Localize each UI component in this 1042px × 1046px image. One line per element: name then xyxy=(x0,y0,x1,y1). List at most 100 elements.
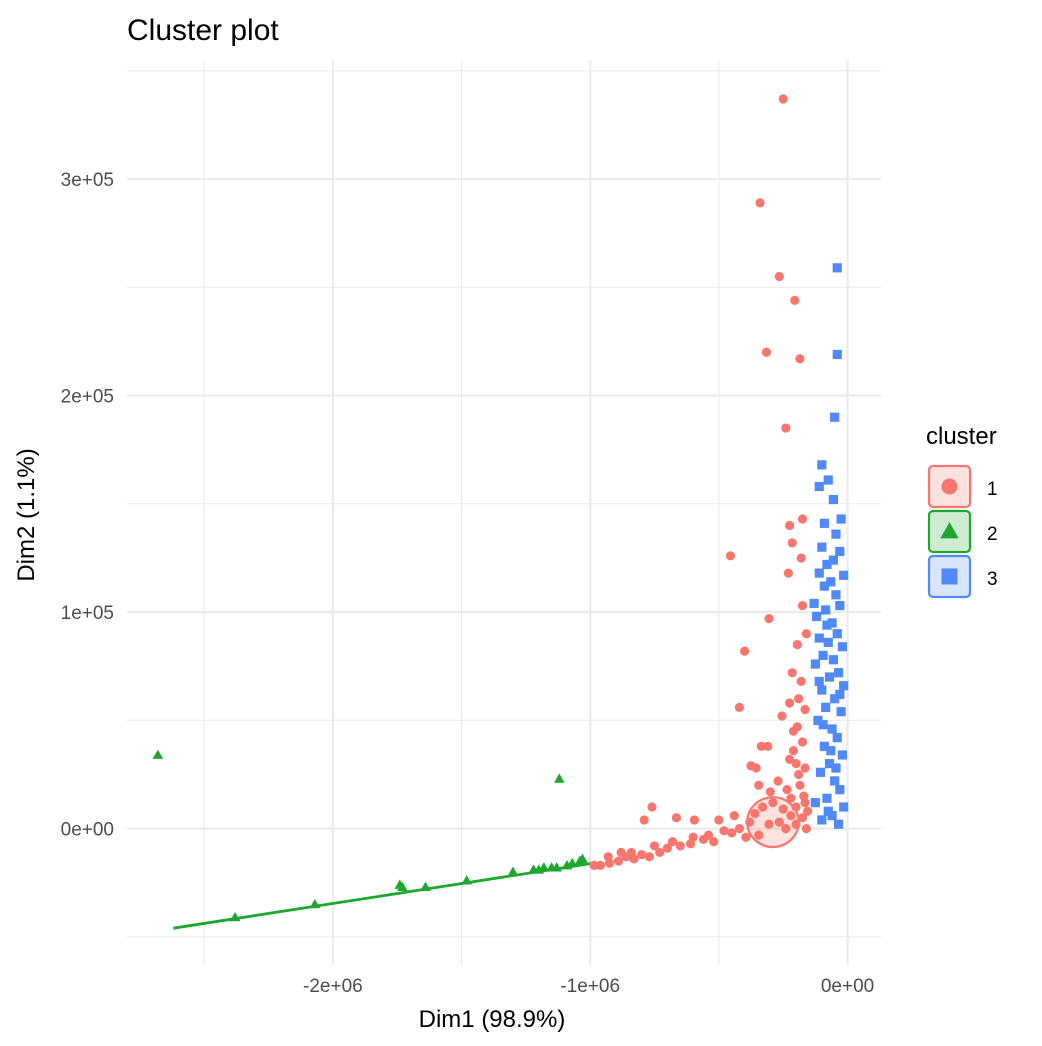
point-cluster-1 xyxy=(791,759,801,769)
legend-item-3: 3 xyxy=(927,554,998,599)
x-tick-label: 0e+00 xyxy=(821,976,874,997)
point-cluster-1 xyxy=(794,769,804,780)
point-cluster-3 xyxy=(821,702,831,712)
point-cluster-1 xyxy=(709,836,719,847)
y-tick-label: 2e+05 xyxy=(61,387,114,408)
point-cluster-3 xyxy=(837,750,847,760)
point-cluster-3 xyxy=(814,568,824,578)
point-cluster-1 xyxy=(800,763,810,773)
point-cluster-1 xyxy=(781,824,791,834)
point-cluster-1 xyxy=(725,551,736,561)
point-cluster-3 xyxy=(831,529,841,539)
point-cluster-3 xyxy=(817,460,827,470)
point-cluster-1 xyxy=(764,613,774,624)
point-cluster-3 xyxy=(819,741,829,751)
point-cluster-3 xyxy=(830,412,840,422)
point-cluster-3 xyxy=(839,681,849,691)
cluster-2-line xyxy=(173,861,593,930)
point-cluster-3 xyxy=(814,481,824,492)
point-cluster-3 xyxy=(819,581,829,591)
point-cluster-1 xyxy=(801,824,811,834)
legend: cluster 1 2 3 xyxy=(926,423,998,599)
point-cluster-1 xyxy=(719,826,729,836)
point-cluster-1 xyxy=(667,836,678,847)
point-cluster-1 xyxy=(795,354,805,364)
legend-symbol-3 xyxy=(941,568,958,585)
point-cluster-3 xyxy=(824,759,835,769)
point-cluster-1 xyxy=(589,860,599,871)
point-cluster-1 xyxy=(774,271,784,282)
point-cluster-3 xyxy=(814,633,824,643)
point-cluster-3 xyxy=(832,263,842,273)
point-cluster-1 xyxy=(655,847,665,858)
point-cluster-1 xyxy=(758,802,768,812)
point-cluster-3 xyxy=(822,559,832,570)
point-cluster-1 xyxy=(788,746,799,756)
point-cluster-1 xyxy=(787,668,797,678)
point-cluster-1 xyxy=(662,843,673,853)
point-cluster-3 xyxy=(817,815,827,825)
point-cluster-3 xyxy=(832,629,842,639)
point-cluster-2 xyxy=(420,881,431,891)
point-cluster-3 xyxy=(824,672,835,682)
point-cluster-1 xyxy=(754,830,764,840)
point-cluster-1 xyxy=(785,698,795,708)
point-cluster-3 xyxy=(831,590,841,600)
point-cluster-1 xyxy=(797,514,808,524)
point-cluster-1 xyxy=(801,629,811,639)
point-cluster-3 xyxy=(828,555,838,565)
point-cluster-2 xyxy=(566,857,578,868)
point-cluster-2 xyxy=(551,862,563,872)
point-cluster-3 xyxy=(823,806,833,816)
point-cluster-1 xyxy=(796,553,806,563)
point-cluster-3 xyxy=(818,720,828,730)
point-cluster-1 xyxy=(740,646,750,656)
point-cluster-1 xyxy=(797,813,808,823)
point-cluster-1 xyxy=(675,841,685,851)
point-cluster-2 xyxy=(397,881,408,891)
point-cluster-1 xyxy=(785,754,795,764)
grid-lines xyxy=(127,60,881,965)
point-cluster-3 xyxy=(815,767,826,777)
legend-label: 2 xyxy=(987,524,998,545)
point-cluster-3 xyxy=(817,542,827,552)
point-cluster-3 xyxy=(827,724,837,734)
point-cluster-1 xyxy=(649,841,660,851)
point-cluster-3 xyxy=(813,715,823,725)
point-cluster-1 xyxy=(796,676,806,686)
point-cluster-2 xyxy=(554,773,565,783)
point-cluster-1 xyxy=(773,776,783,786)
point-cluster-1 xyxy=(763,741,773,751)
series-cluster-3 xyxy=(809,263,849,829)
point-cluster-1 xyxy=(791,802,801,812)
point-cluster-1 xyxy=(714,815,724,825)
point-cluster-1 xyxy=(688,832,698,842)
y-tick-label: 1e+05 xyxy=(61,603,114,624)
point-cluster-3 xyxy=(818,650,828,660)
x-tick-label: -2e+06 xyxy=(303,976,363,997)
point-cluster-1 xyxy=(626,847,636,858)
point-cluster-1 xyxy=(778,804,788,814)
point-cluster-3 xyxy=(810,798,820,808)
point-cluster-2 xyxy=(152,749,164,759)
point-cluster-1 xyxy=(774,817,784,827)
legend-item-2: 2 xyxy=(927,509,998,554)
point-cluster-3 xyxy=(826,746,836,756)
point-cluster-1 xyxy=(754,780,764,790)
point-cluster-1 xyxy=(768,798,778,808)
point-cluster-3 xyxy=(828,494,838,505)
point-cluster-2 xyxy=(229,911,241,922)
point-cluster-2 xyxy=(461,875,472,885)
point-cluster-3 xyxy=(839,802,849,812)
point-cluster-3 xyxy=(817,685,827,695)
point-cluster-3 xyxy=(828,655,838,665)
point-cluster-1 xyxy=(792,639,802,650)
point-cluster-3 xyxy=(812,611,822,622)
point-cluster-1 xyxy=(603,852,613,862)
point-cluster-3 xyxy=(823,475,833,485)
y-tick-label: 3e+05 xyxy=(61,170,114,191)
point-cluster-1 xyxy=(791,819,801,829)
point-cluster-1 xyxy=(734,702,745,712)
point-cluster-3 xyxy=(830,776,840,786)
point-cluster-1 xyxy=(800,798,810,808)
